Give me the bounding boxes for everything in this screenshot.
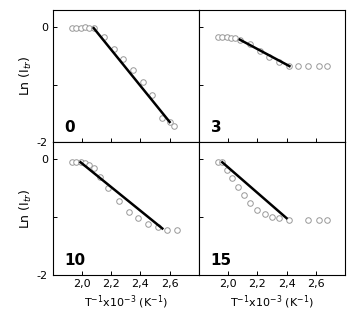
Point — [111, 46, 117, 51]
Point — [120, 56, 126, 61]
Point — [257, 48, 263, 54]
Point — [287, 217, 292, 223]
Point — [73, 25, 79, 30]
Point — [276, 215, 282, 221]
Point — [325, 64, 330, 69]
Text: 15: 15 — [210, 253, 232, 268]
Point — [237, 37, 243, 42]
Point — [174, 227, 180, 232]
Point — [254, 207, 260, 213]
Point — [316, 217, 321, 223]
Point — [140, 79, 146, 84]
Point — [276, 59, 282, 64]
Point — [145, 221, 151, 226]
Point — [233, 36, 238, 41]
Point — [262, 212, 268, 217]
Point — [135, 215, 140, 221]
Y-axis label: Ln (I$_{tr}$): Ln (I$_{tr}$) — [18, 188, 34, 229]
Point — [78, 25, 83, 30]
Point — [219, 35, 225, 40]
Point — [106, 186, 111, 191]
Point — [316, 64, 321, 69]
Text: 10: 10 — [64, 253, 86, 268]
Point — [82, 161, 88, 166]
Point — [306, 64, 311, 69]
Point — [171, 123, 177, 129]
Point — [306, 217, 311, 223]
Point — [266, 54, 272, 59]
Point — [228, 35, 234, 40]
Point — [69, 160, 75, 165]
Point — [247, 200, 253, 205]
Point — [215, 160, 221, 165]
Point — [167, 120, 172, 125]
Point — [82, 24, 88, 29]
Point — [116, 198, 121, 203]
Point — [224, 167, 230, 172]
Point — [87, 162, 92, 168]
Point — [101, 35, 107, 40]
Point — [78, 160, 83, 165]
Y-axis label: Ln (I$_{tr}$): Ln (I$_{tr}$) — [18, 56, 34, 96]
Point — [87, 25, 92, 30]
Text: 3: 3 — [210, 120, 221, 135]
Point — [219, 160, 225, 165]
Point — [224, 35, 230, 40]
Point — [97, 174, 102, 179]
Point — [287, 64, 292, 69]
Point — [149, 92, 155, 98]
Point — [164, 227, 170, 232]
Point — [69, 26, 75, 31]
X-axis label: T$^{-1}$x10$^{-3}$ (K$^{-1}$): T$^{-1}$x10$^{-3}$ (K$^{-1}$) — [230, 294, 314, 311]
Point — [247, 42, 253, 47]
Point — [130, 68, 136, 73]
Point — [241, 193, 247, 198]
Point — [295, 64, 301, 69]
Point — [91, 165, 96, 171]
Point — [126, 210, 132, 215]
Point — [269, 214, 275, 220]
Text: 0: 0 — [64, 120, 75, 135]
Point — [155, 225, 161, 230]
Point — [91, 26, 96, 31]
X-axis label: T$^{-1}$x10$^{-3}$ (K$^{-1}$): T$^{-1}$x10$^{-3}$ (K$^{-1}$) — [84, 294, 168, 311]
Point — [159, 115, 165, 120]
Point — [325, 217, 330, 223]
Point — [230, 175, 235, 181]
Point — [215, 35, 221, 40]
Point — [235, 184, 241, 190]
Point — [73, 160, 79, 165]
